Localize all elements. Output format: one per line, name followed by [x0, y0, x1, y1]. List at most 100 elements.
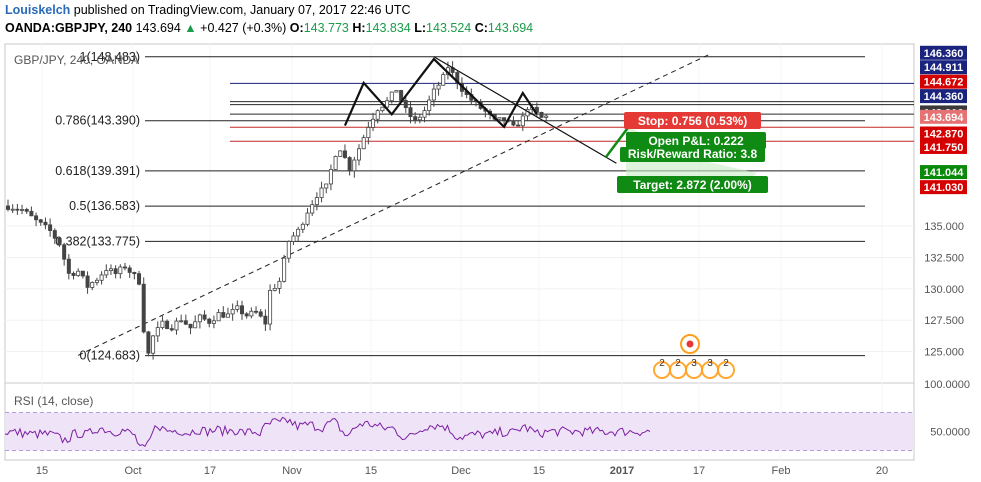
candle-body [352, 159, 357, 172]
price-tag-text: 143.694 [924, 112, 965, 124]
candles [6, 61, 549, 360]
candle-body [193, 321, 198, 329]
target-zone [626, 126, 757, 186]
candle-body [244, 313, 249, 317]
low-value: 143.524 [426, 21, 472, 35]
candle-body [85, 275, 90, 288]
candle-body [38, 219, 43, 223]
rr-label-box [620, 147, 765, 162]
x-tick-label: 15 [533, 465, 545, 477]
zigzag-pattern [343, 56, 617, 164]
open-value: 143.773 [303, 21, 349, 35]
price-tag-text: 141.044 [924, 167, 965, 179]
candle-body [20, 209, 25, 211]
chart-header: Louiskelch published on TradingView.com,… [0, 0, 981, 40]
price-tag-box [920, 165, 967, 180]
candle-body [141, 283, 146, 333]
event-marker-dot [686, 340, 694, 348]
fib-level-label: 0.618(139.391) [55, 164, 140, 178]
candle-body [66, 258, 71, 274]
candle-body [539, 111, 544, 118]
ohlc-line: OANDA:GBPJPY, 240 143.694 ▲ +0.427 (+0.3… [5, 21, 533, 35]
candle-body [94, 279, 99, 283]
candle-body [146, 331, 151, 354]
candle-body [356, 148, 361, 161]
candle-body [169, 328, 174, 331]
candle-body [413, 116, 418, 121]
candle-body [29, 210, 34, 217]
candle-body [174, 320, 179, 331]
candle-body [179, 320, 184, 323]
candle-body [305, 212, 310, 225]
candle-body [403, 100, 408, 109]
price-tag-text: 144.360 [924, 91, 964, 103]
fib-level-label: 1(148.483) [80, 50, 140, 64]
high-label: H: [352, 21, 366, 35]
x-tick-label: 15 [36, 465, 48, 477]
y-tick-label: 132.500 [924, 252, 964, 264]
candle-body [197, 314, 202, 323]
price-tag-box [920, 74, 967, 89]
grid [5, 44, 914, 460]
candle-body [221, 312, 226, 318]
candle-body [511, 120, 516, 126]
price-change: +0.427 (+0.3%) [200, 21, 287, 35]
candle-body [10, 208, 15, 211]
candle-body [333, 156, 338, 170]
candle-body [291, 235, 296, 242]
candle-body [282, 257, 287, 282]
candle-body [436, 84, 441, 90]
x-tick-label: 17 [204, 465, 216, 477]
rsi-tick-label: 50.0000 [930, 427, 970, 439]
candle-body [268, 290, 273, 325]
rsi-series-line [4, 416, 651, 448]
event-marker-label: 2 [723, 358, 729, 369]
long-position-tool[interactable]: Stop: 0.756 (0.53%) Open P&L: 0.222Risk/R… [605, 112, 768, 193]
candle-body [347, 157, 352, 172]
price-tag-box [920, 139, 967, 154]
y-tick-label: 135.000 [924, 221, 964, 233]
price-tag-box [920, 180, 967, 195]
price-tag-text: 142.870 [924, 129, 964, 141]
candle-body [394, 90, 399, 93]
candle-body [151, 335, 156, 354]
stop-label-text: Stop: 0.756 (0.53%) [638, 114, 747, 128]
x-tick-label: 15 [365, 465, 377, 477]
candle-body [520, 115, 525, 127]
candle-body [183, 320, 188, 325]
event-marker-label: 3 [707, 358, 713, 369]
entry-stroke [605, 124, 631, 158]
candle-body [385, 100, 390, 108]
candle-body [188, 323, 193, 329]
author-link[interactable]: Louiskelch [5, 3, 71, 17]
candle-body [165, 320, 170, 330]
candle-body [455, 72, 460, 85]
price-tag-box [920, 45, 967, 60]
price-tag-box [920, 60, 967, 75]
candle-body [497, 117, 502, 120]
axes: 125.000 127.500 130.000 132.500 135.000 50.00… [36, 221, 970, 477]
candle-body [502, 117, 507, 121]
published-text: published on TradingView.com, January 07… [73, 3, 411, 17]
candle-body [99, 274, 104, 281]
candle-body [123, 266, 128, 269]
price-tag-text: 144.911 [924, 62, 963, 74]
candle-body [286, 241, 291, 259]
plot-frame [4, 43, 915, 461]
candle-body [90, 282, 95, 288]
candle-body [272, 287, 277, 291]
x-tick-label: Dec [451, 465, 471, 477]
candle-body [544, 115, 549, 118]
candle-body [24, 209, 29, 212]
pnl-label-text: Open P&L: 0.222 [648, 134, 744, 148]
low-label: L: [414, 21, 427, 35]
candle-body [6, 205, 11, 210]
candle-body [57, 237, 62, 246]
candle-body [104, 270, 109, 276]
event-marker-label: 2 [675, 358, 681, 369]
candle-body [361, 137, 366, 150]
candle-body [108, 268, 113, 271]
up-arrow-icon: ▲ [184, 21, 197, 35]
